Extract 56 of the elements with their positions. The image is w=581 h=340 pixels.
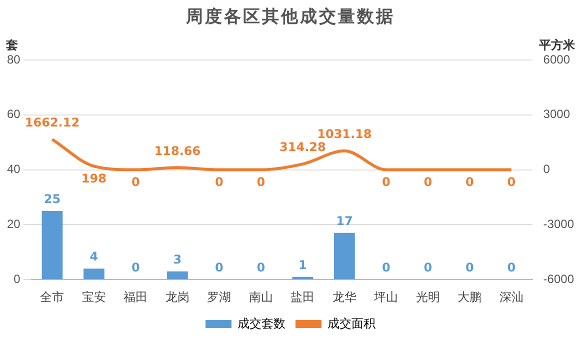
x-tick-label: 福田 — [124, 290, 148, 304]
data-label: 3 — [173, 252, 182, 266]
x-tick-label: 光明 — [416, 290, 440, 304]
y-tick-label: 80 — [6, 52, 21, 66]
data-label: 0 — [466, 174, 474, 189]
data-label: 0 — [215, 174, 224, 189]
chart-title: 周度各区其他成交量数据 — [185, 6, 396, 29]
data-label: 17 — [336, 214, 353, 228]
y2-tick-label: 0 — [543, 162, 550, 176]
bar — [42, 210, 63, 280]
y-tick-label: 20 — [6, 217, 21, 232]
y2-tick-label: -6000 — [543, 272, 574, 286]
data-label: 0 — [382, 260, 390, 275]
data-label: 0 — [466, 260, 474, 275]
y2-tick-label: -3000 — [543, 217, 574, 232]
data-label: 0 — [132, 260, 140, 275]
data-label: 0 — [256, 260, 266, 275]
y-axis-title: 套 — [5, 38, 18, 52]
x-tick-label: 龙岗 — [165, 290, 190, 304]
x-tick-label: 全市 — [40, 290, 64, 304]
legend-label: 成交套数 — [238, 316, 286, 330]
data-label: 0 — [424, 260, 432, 275]
y2-tick-label: 3000 — [543, 107, 570, 122]
data-label: 25 — [44, 192, 61, 206]
y2-tick-label: 6000 — [543, 52, 570, 66]
data-label: 4 — [90, 250, 98, 264]
data-label: 1662.12 — [24, 116, 80, 130]
x-tick-label: 罗湖 — [207, 290, 232, 304]
bar — [334, 232, 355, 280]
data-label: 1031.18 — [317, 127, 372, 142]
y-tick-label: 0 — [14, 272, 21, 286]
data-label: 0 — [215, 260, 224, 275]
data-label: 0 — [507, 174, 516, 189]
legend-label: 成交面积 — [328, 316, 376, 330]
data-label: 0 — [132, 174, 140, 189]
bar — [167, 271, 188, 280]
bar — [84, 268, 104, 280]
x-tick-label: 深汕 — [499, 290, 524, 304]
x-tick-label: 南山 — [248, 290, 273, 304]
y2-axis-title: 平方米 — [538, 38, 576, 52]
y-tick-label: 40 — [6, 162, 21, 176]
x-tick-label: 宝安 — [82, 290, 106, 304]
data-label: 0 — [507, 260, 516, 275]
x-tick-label: 龙华 — [332, 290, 356, 304]
line-series — [50, 138, 513, 172]
data-label: 118.66 — [154, 144, 201, 158]
data-label: 0 — [256, 174, 266, 189]
data-label: 0 — [382, 174, 390, 189]
data-label: 1 — [298, 258, 307, 272]
x-tick-label: 大鹏 — [458, 290, 482, 304]
y-tick-label: 60 — [6, 107, 21, 122]
x-tick-label: 盐田 — [290, 290, 315, 304]
x-tick-label: 坪山 — [373, 290, 398, 304]
data-label: 198 — [81, 171, 106, 186]
data-label: 0 — [424, 174, 432, 189]
data-label: 314.28 — [280, 140, 326, 154]
